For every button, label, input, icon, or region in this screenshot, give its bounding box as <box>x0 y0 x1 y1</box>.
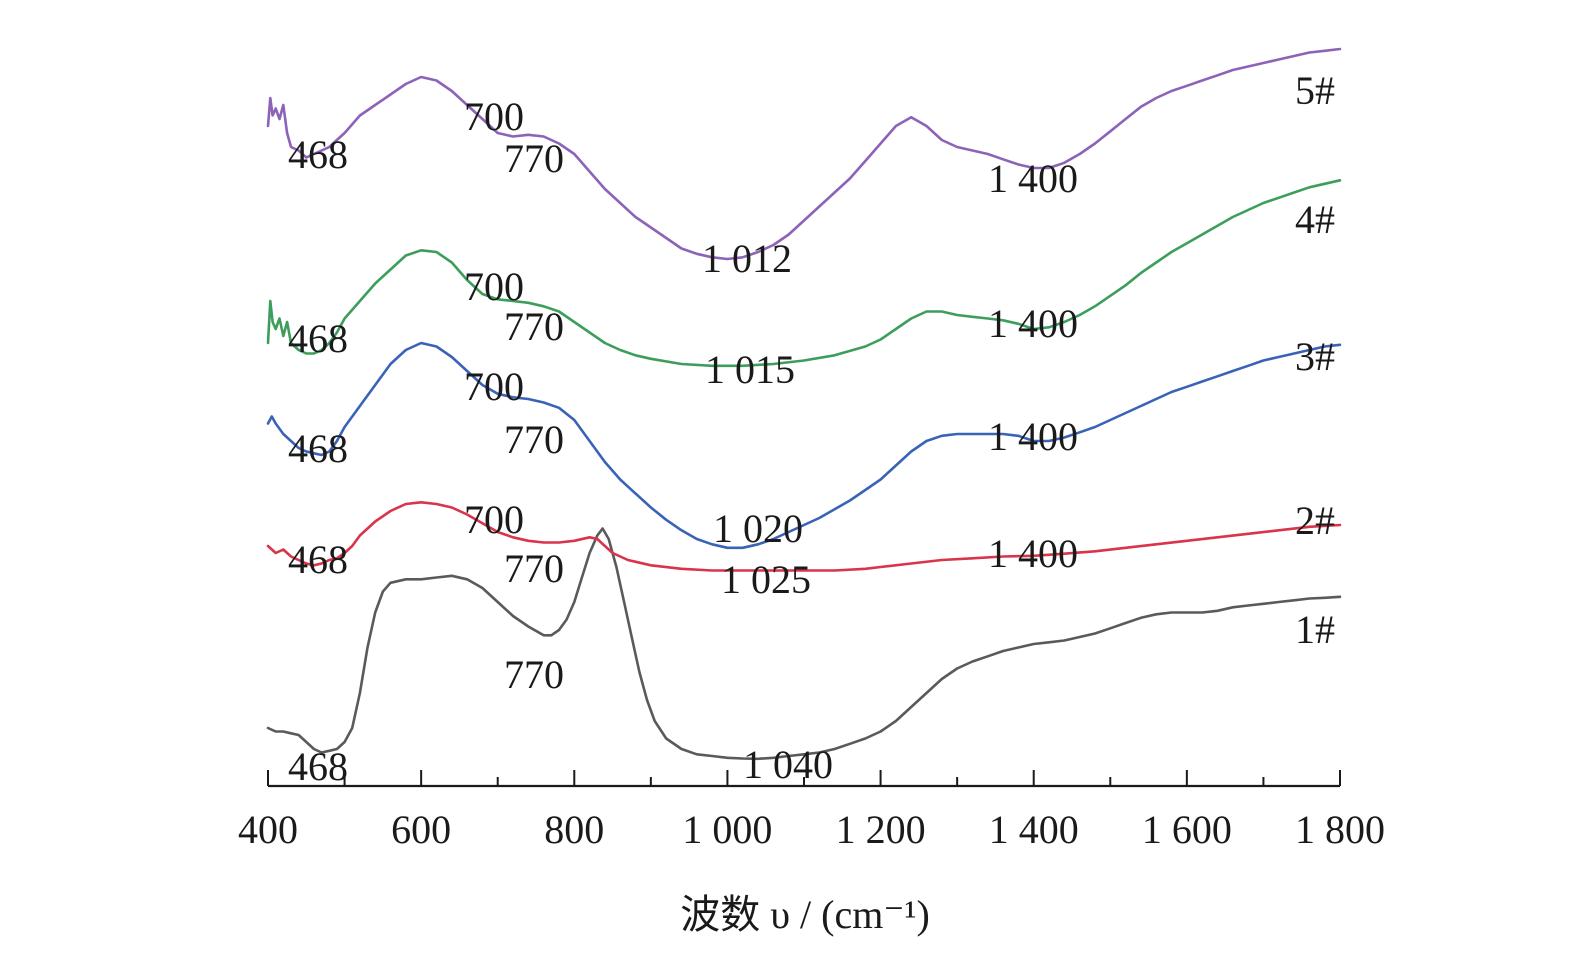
x-tick-label: 1 400 <box>989 807 1079 852</box>
x-tick-label: 1 800 <box>1295 807 1385 852</box>
x-axis: 400 600 800 1 000 1 200 1 400 1 600 1 800 <box>238 770 1385 852</box>
peak-label-5-700: 700 <box>464 94 524 139</box>
peak-label-1-770: 770 <box>504 652 564 697</box>
peak-label-5-770: 770 <box>504 136 564 181</box>
peak-label-3-700: 700 <box>464 364 524 409</box>
peak-label-4-1400: 1 400 <box>988 301 1078 346</box>
peak-label-2-1025: 1 025 <box>721 557 811 602</box>
peak-label-1-468: 468 <box>288 744 348 789</box>
peak-label-2-700: 700 <box>464 497 524 542</box>
x-tick-label: 800 <box>544 807 604 852</box>
peak-label-5-1400: 1 400 <box>988 156 1078 201</box>
peak-label-4-468: 468 <box>288 316 348 361</box>
series-labels: 1# 2# 3# 4# 5# <box>1295 68 1335 652</box>
peak-label-2-1400: 1 400 <box>988 531 1078 576</box>
series-line-3 <box>266 341 1342 550</box>
peak-label-4-1015: 1 015 <box>705 347 795 392</box>
series-label-5: 5# <box>1295 68 1335 113</box>
peak-label-2-468: 468 <box>288 537 348 582</box>
peak-label-3-1020: 1 020 <box>713 506 803 551</box>
x-tick-label: 600 <box>391 807 451 852</box>
series-layer <box>266 47 1342 761</box>
series-line-4 <box>266 179 1342 368</box>
series-label-4: 4# <box>1295 197 1335 242</box>
x-axis-title: 波数 υ / (cm⁻¹) <box>680 892 930 937</box>
x-tick-label: 1 200 <box>836 807 926 852</box>
x-tick-label: 400 <box>238 807 298 852</box>
peak-label-3-770: 770 <box>504 417 564 462</box>
series-line-5 <box>266 47 1342 261</box>
series-line-1 <box>266 527 1342 761</box>
peak-label-4-700: 700 <box>464 264 524 309</box>
peak-label-5-1012: 1 012 <box>702 236 792 281</box>
x-tick-label: 1 600 <box>1142 807 1232 852</box>
series-label-1: 1# <box>1295 607 1335 652</box>
x-tick-label: 1 000 <box>682 807 772 852</box>
peak-label-1-1040: 1 040 <box>743 742 833 787</box>
series-line-2 <box>266 501 1342 572</box>
series-label-3: 3# <box>1295 334 1335 379</box>
peak-label-2-770: 770 <box>504 546 564 591</box>
peak-label-5-468: 468 <box>288 132 348 177</box>
series-label-2: 2# <box>1295 498 1335 543</box>
peak-label-4-770: 770 <box>504 304 564 349</box>
peak-label-3-1400: 1 400 <box>988 414 1078 459</box>
peak-label-3-468: 468 <box>288 426 348 471</box>
